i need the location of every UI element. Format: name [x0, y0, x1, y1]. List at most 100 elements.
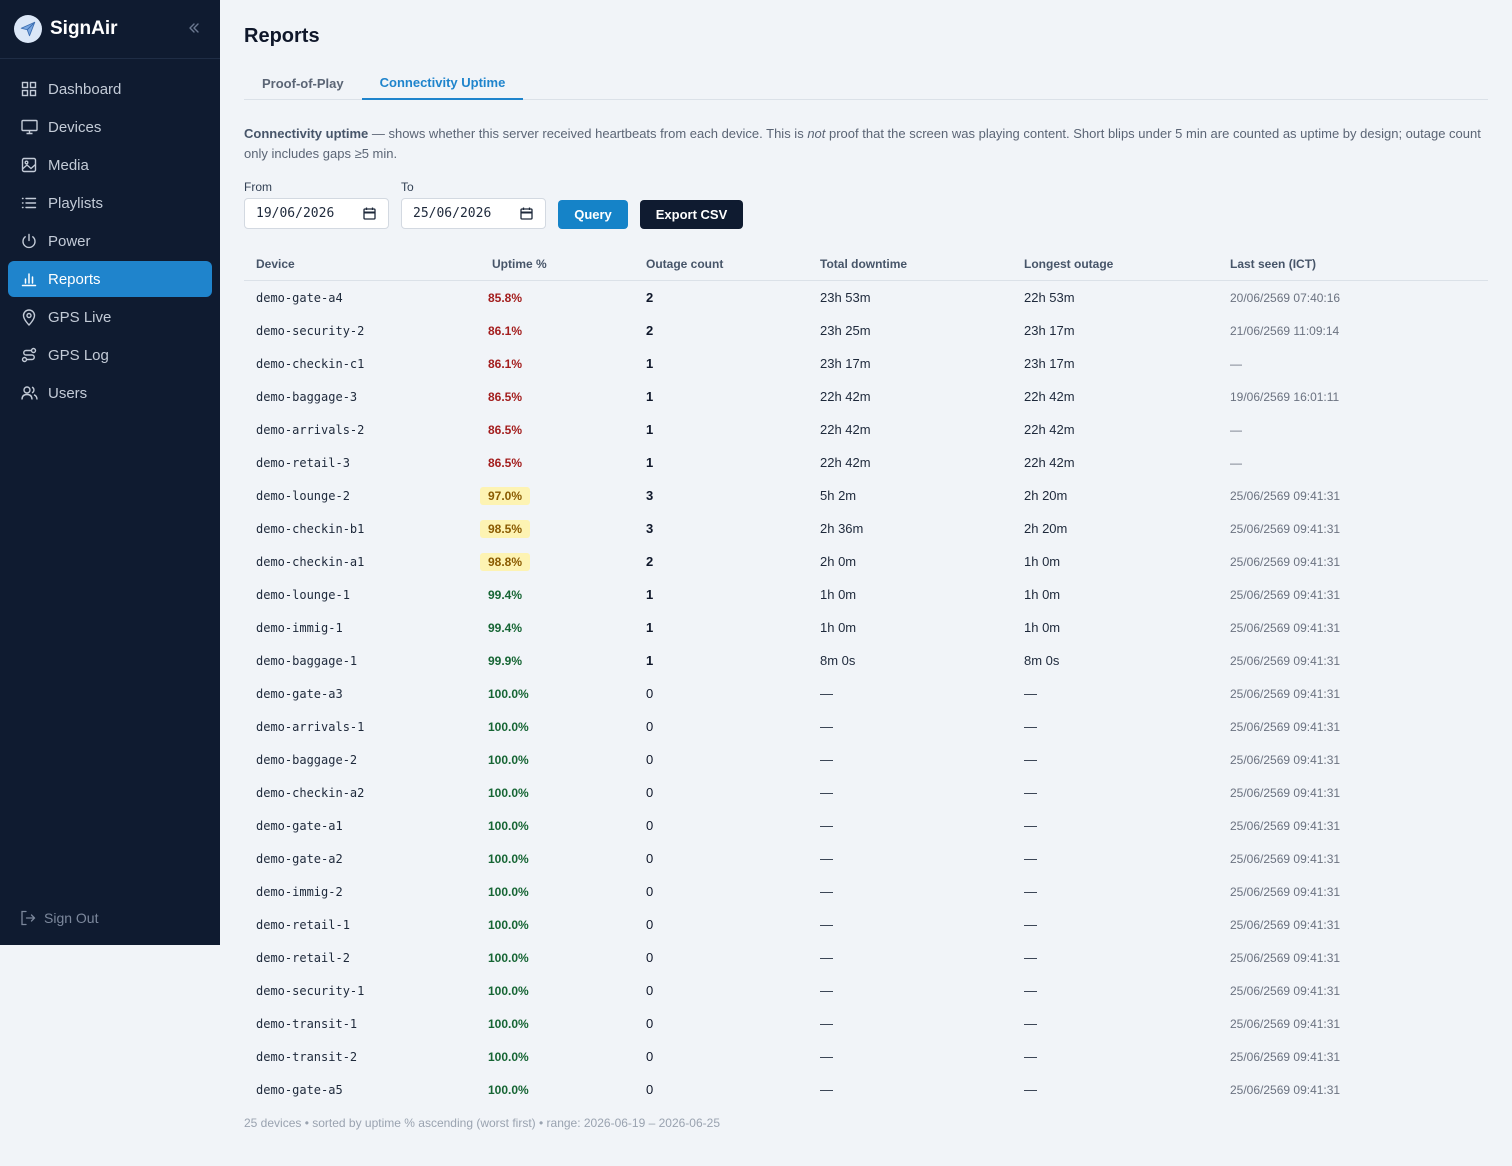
total-downtime: 22h 42m [820, 389, 871, 404]
longest-outage: — [1024, 785, 1037, 800]
image-icon [20, 156, 38, 174]
sidebar-item-dashboard[interactable]: Dashboard [8, 71, 212, 107]
table-row: demo-checkin-b1 98.5% 3 2h 36m 2h 20m 25/06/2… [244, 512, 1488, 545]
total-downtime: — [820, 851, 833, 866]
device-name: demo-lounge-2 [256, 489, 350, 503]
last-seen: 25/06/2569 09:41:31 [1230, 918, 1341, 932]
column-header-longest-outage[interactable]: Longest outage [1024, 257, 1114, 271]
from-date-input[interactable]: 19/06/2026 [244, 198, 389, 229]
total-downtime: — [820, 884, 833, 899]
uptime-value: 100.0% [488, 719, 529, 734]
total-downtime: — [820, 983, 833, 998]
report-description: Connectivity uptime — shows whether this… [244, 124, 1484, 164]
collapse-sidebar-icon[interactable] [186, 20, 202, 36]
total-downtime: — [820, 917, 833, 932]
description-emphasis: not [807, 126, 826, 141]
table-row: demo-gate-a1 100.0% 0 — — 25/06/2569 09:41:31 [244, 809, 1488, 842]
sidebar-item-users[interactable]: Users [8, 375, 212, 411]
longest-outage: 23h 17m [1024, 356, 1075, 371]
total-downtime: 5h 2m [820, 488, 857, 503]
sign-out-icon [20, 910, 36, 926]
monitor-icon [20, 118, 38, 136]
last-seen: 25/06/2569 09:41:31 [1230, 687, 1341, 701]
tab-connectivity-uptime[interactable]: Connectivity Uptime [361, 66, 524, 100]
uptime-value: 100.0% [488, 818, 529, 833]
column-header-total-downtime[interactable]: Total downtime [820, 257, 908, 271]
total-downtime: 1h 0m [820, 620, 857, 635]
sidebar-item-label: Devices [48, 118, 102, 136]
column-header-last-seen[interactable]: Last seen (ICT) [1230, 257, 1317, 271]
uptime-value: 86.1% [488, 323, 523, 338]
brand: SignAir [0, 0, 220, 59]
total-downtime: 22h 42m [820, 422, 871, 437]
longest-outage: — [1024, 917, 1037, 932]
calendar-icon[interactable] [520, 207, 533, 220]
sidebar-item-playlists[interactable]: Playlists [8, 185, 212, 221]
longest-outage: 1h 0m [1024, 620, 1061, 635]
device-name: demo-retail-2 [256, 951, 350, 965]
longest-outage: — [1024, 1016, 1037, 1031]
sidebar-item-gps-live[interactable]: GPS Live [8, 299, 212, 335]
sidebar-item-power[interactable]: Power [8, 223, 212, 259]
export-csv-button[interactable]: Export CSV [640, 200, 743, 229]
last-seen: 25/06/2569 09:41:31 [1230, 555, 1341, 569]
longest-outage: — [1024, 1049, 1037, 1064]
longest-outage: — [1024, 851, 1037, 866]
total-downtime: 23h 53m [820, 290, 871, 305]
tab-proof-of-play[interactable]: Proof-of-Play [262, 75, 344, 91]
longest-outage: — [1024, 884, 1037, 899]
last-seen: 25/06/2569 09:41:31 [1230, 951, 1341, 965]
calendar-icon[interactable] [363, 207, 376, 220]
outage-count: 0 [646, 1082, 654, 1097]
sidebar-item-reports[interactable]: Reports [8, 261, 212, 297]
column-header-device[interactable]: Device [256, 257, 295, 271]
device-name: demo-lounge-1 [256, 588, 350, 602]
column-header-outage-count[interactable]: Outage count [646, 257, 724, 271]
last-seen: 25/06/2569 09:41:31 [1230, 720, 1341, 734]
device-name: demo-immig-1 [256, 621, 343, 635]
longest-outage: — [1024, 686, 1037, 701]
uptime-value: 86.5% [488, 422, 523, 437]
outage-count: 1 [646, 653, 654, 668]
uptime-value: 99.4% [488, 620, 523, 635]
device-name: demo-retail-1 [256, 918, 350, 932]
total-downtime: 8m 0s [820, 653, 856, 668]
table-row: demo-baggage-2 100.0% 0 — — 25/06/2569 09:41:… [244, 743, 1488, 776]
device-name: demo-gate-a2 [256, 852, 343, 866]
uptime-value: 100.0% [488, 686, 529, 701]
sidebar-item-devices[interactable]: Devices [8, 109, 212, 145]
total-downtime: — [820, 785, 833, 800]
table-row: demo-security-1 100.0% 0 — — 25/06/2569 09:41… [244, 974, 1488, 1007]
uptime-value: 100.0% [488, 1016, 529, 1031]
longest-outage: 23h 17m [1024, 323, 1075, 338]
outage-count: 0 [646, 785, 654, 800]
longest-outage: 2h 20m [1024, 521, 1068, 536]
last-seen: — [1230, 423, 1242, 437]
report-tabs: Proof-of-Play Connectivity Uptime [244, 66, 1488, 100]
to-date-input[interactable]: 25/06/2026 [401, 198, 546, 229]
longest-outage: — [1024, 752, 1037, 767]
total-downtime: 22h 42m [820, 455, 871, 470]
column-header-uptime[interactable]: Uptime % [492, 257, 547, 271]
uptime-value: 99.4% [488, 587, 523, 602]
longest-outage: 22h 42m [1024, 455, 1075, 470]
sidebar-nav: Dashboard Devices Media Playlists Power … [0, 59, 220, 411]
table-row: demo-retail-1 100.0% 0 — — 25/06/2569 09:41:3… [244, 908, 1488, 941]
query-button[interactable]: Query [558, 200, 628, 229]
sign-out-button[interactable]: Sign Out [20, 910, 98, 926]
longest-outage: 22h 53m [1024, 290, 1075, 305]
uptime-value: 100.0% [488, 884, 529, 899]
longest-outage: — [1024, 983, 1037, 998]
last-seen: 20/06/2569 07:40:16 [1230, 291, 1341, 305]
longest-outage: — [1024, 818, 1037, 833]
sidebar-item-media[interactable]: Media [8, 147, 212, 183]
app-name: SignAir [50, 18, 118, 39]
list-icon [20, 194, 38, 212]
last-seen: 25/06/2569 09:41:31 [1230, 588, 1341, 602]
to-date-value: 25/06/2026 [413, 206, 492, 221]
total-downtime: — [820, 1049, 833, 1064]
total-downtime: 23h 17m [820, 356, 871, 371]
last-seen: 25/06/2569 09:41:31 [1230, 984, 1341, 998]
sidebar-item-gps-log[interactable]: GPS Log [8, 337, 212, 373]
last-seen: 25/06/2569 09:41:31 [1230, 1083, 1341, 1097]
